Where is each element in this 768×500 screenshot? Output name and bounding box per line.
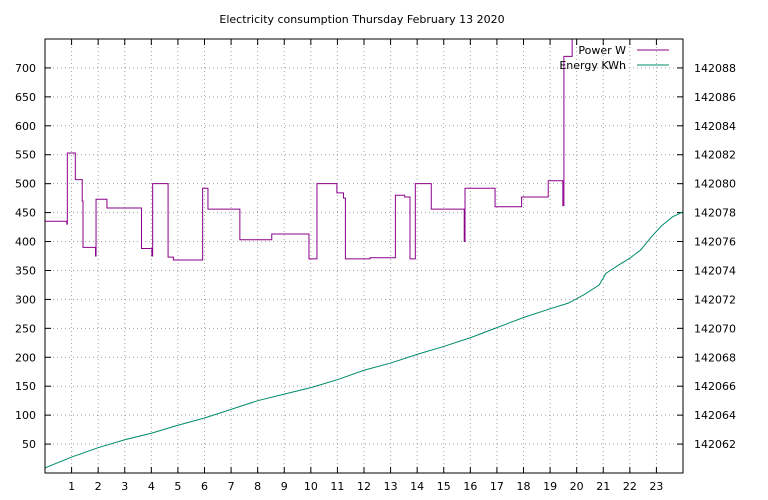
y-right-tick-label: 142084 [694, 120, 736, 133]
x-tick-label: 8 [254, 480, 261, 493]
y-left-tick-label: 700 [15, 62, 36, 75]
x-tick-label: 4 [148, 480, 155, 493]
plot-area [45, 39, 683, 469]
y-right-tick-label: 142074 [694, 264, 736, 277]
x-tick-label: 22 [623, 480, 637, 493]
y-left-tick-label: 150 [15, 380, 36, 393]
x-tick-label: 3 [121, 480, 128, 493]
y-right-tick-label: 142076 [694, 236, 736, 249]
left-axis: 50 100 150 200 250 300 350 400 450 500 550 600 650 70… [15, 62, 51, 451]
y-left-tick-label: 450 [15, 207, 36, 220]
x-tick-label: 20 [570, 480, 584, 493]
x-tick-label: 9 [281, 480, 288, 493]
grid [45, 39, 683, 473]
plot-border [44, 38, 684, 474]
y-left-tick-label: 200 [15, 351, 36, 364]
x-tick-label: 16 [463, 480, 477, 493]
y-right-tick-label: 142080 [694, 178, 736, 191]
y-right-tick-label: 142066 [694, 380, 736, 393]
legend-label-energy-kwh: Energy KWh [559, 59, 626, 72]
x-tick-label: 11 [330, 480, 344, 493]
y-left-tick-label: 400 [15, 236, 36, 249]
series-line-power-w [45, 39, 573, 261]
y-left-tick-label: 100 [15, 409, 36, 422]
x-tick-label: 14 [410, 480, 424, 493]
y-right-tick-label: 142088 [694, 62, 736, 75]
y-right-tick-label: 142072 [694, 293, 736, 306]
y-right-tick-label: 142086 [694, 91, 736, 104]
x-tick-label: 21 [596, 480, 610, 493]
y-right-tick-label: 142068 [694, 351, 736, 364]
x-tick-label: 7 [228, 480, 235, 493]
y-left-tick-label: 500 [15, 178, 36, 191]
x-tick-label: 12 [357, 480, 371, 493]
y-left-tick-label: 550 [15, 149, 36, 162]
x-tick-label: 23 [649, 480, 663, 493]
right-axis: 142062 142064 142066 142068 142070 142072 1420… [677, 62, 736, 451]
legend-label-power-w: Power W [578, 44, 626, 57]
y-right-tick-label: 142064 [694, 409, 736, 422]
y-left-tick-label: 300 [15, 293, 36, 306]
chart-title: Electricity consumption Thursday Februar… [219, 13, 504, 26]
legend: Power W Energy KWh [559, 44, 669, 72]
y-right-tick-label: 142062 [694, 438, 736, 451]
x-tick-label: 13 [384, 480, 398, 493]
x-tick-label: 1 [68, 480, 75, 493]
x-tick-label: 5 [174, 480, 181, 493]
x-axis: 1 2 3 4 5 6 7 8 9 10 11 12 13 14 15 16 17 18 19 20 21 22 23 [68, 39, 663, 493]
y-left-tick-label: 250 [15, 322, 36, 335]
x-tick-label: 18 [517, 480, 531, 493]
y-left-tick-label: 600 [15, 120, 36, 133]
x-tick-label: 6 [201, 480, 208, 493]
series-line-energy-kwh [45, 211, 683, 469]
y-left-tick-label: 350 [15, 264, 36, 277]
y-right-tick-label: 142070 [694, 322, 736, 335]
y-right-tick-label: 142082 [694, 149, 736, 162]
x-tick-label: 15 [437, 480, 451, 493]
x-tick-label: 19 [543, 480, 557, 493]
y-left-tick-label: 650 [15, 91, 36, 104]
x-tick-label: 2 [95, 480, 102, 493]
x-tick-label: 10 [304, 480, 318, 493]
x-tick-label: 17 [490, 480, 504, 493]
y-right-tick-label: 142078 [694, 207, 736, 220]
y-left-tick-label: 50 [22, 438, 36, 451]
